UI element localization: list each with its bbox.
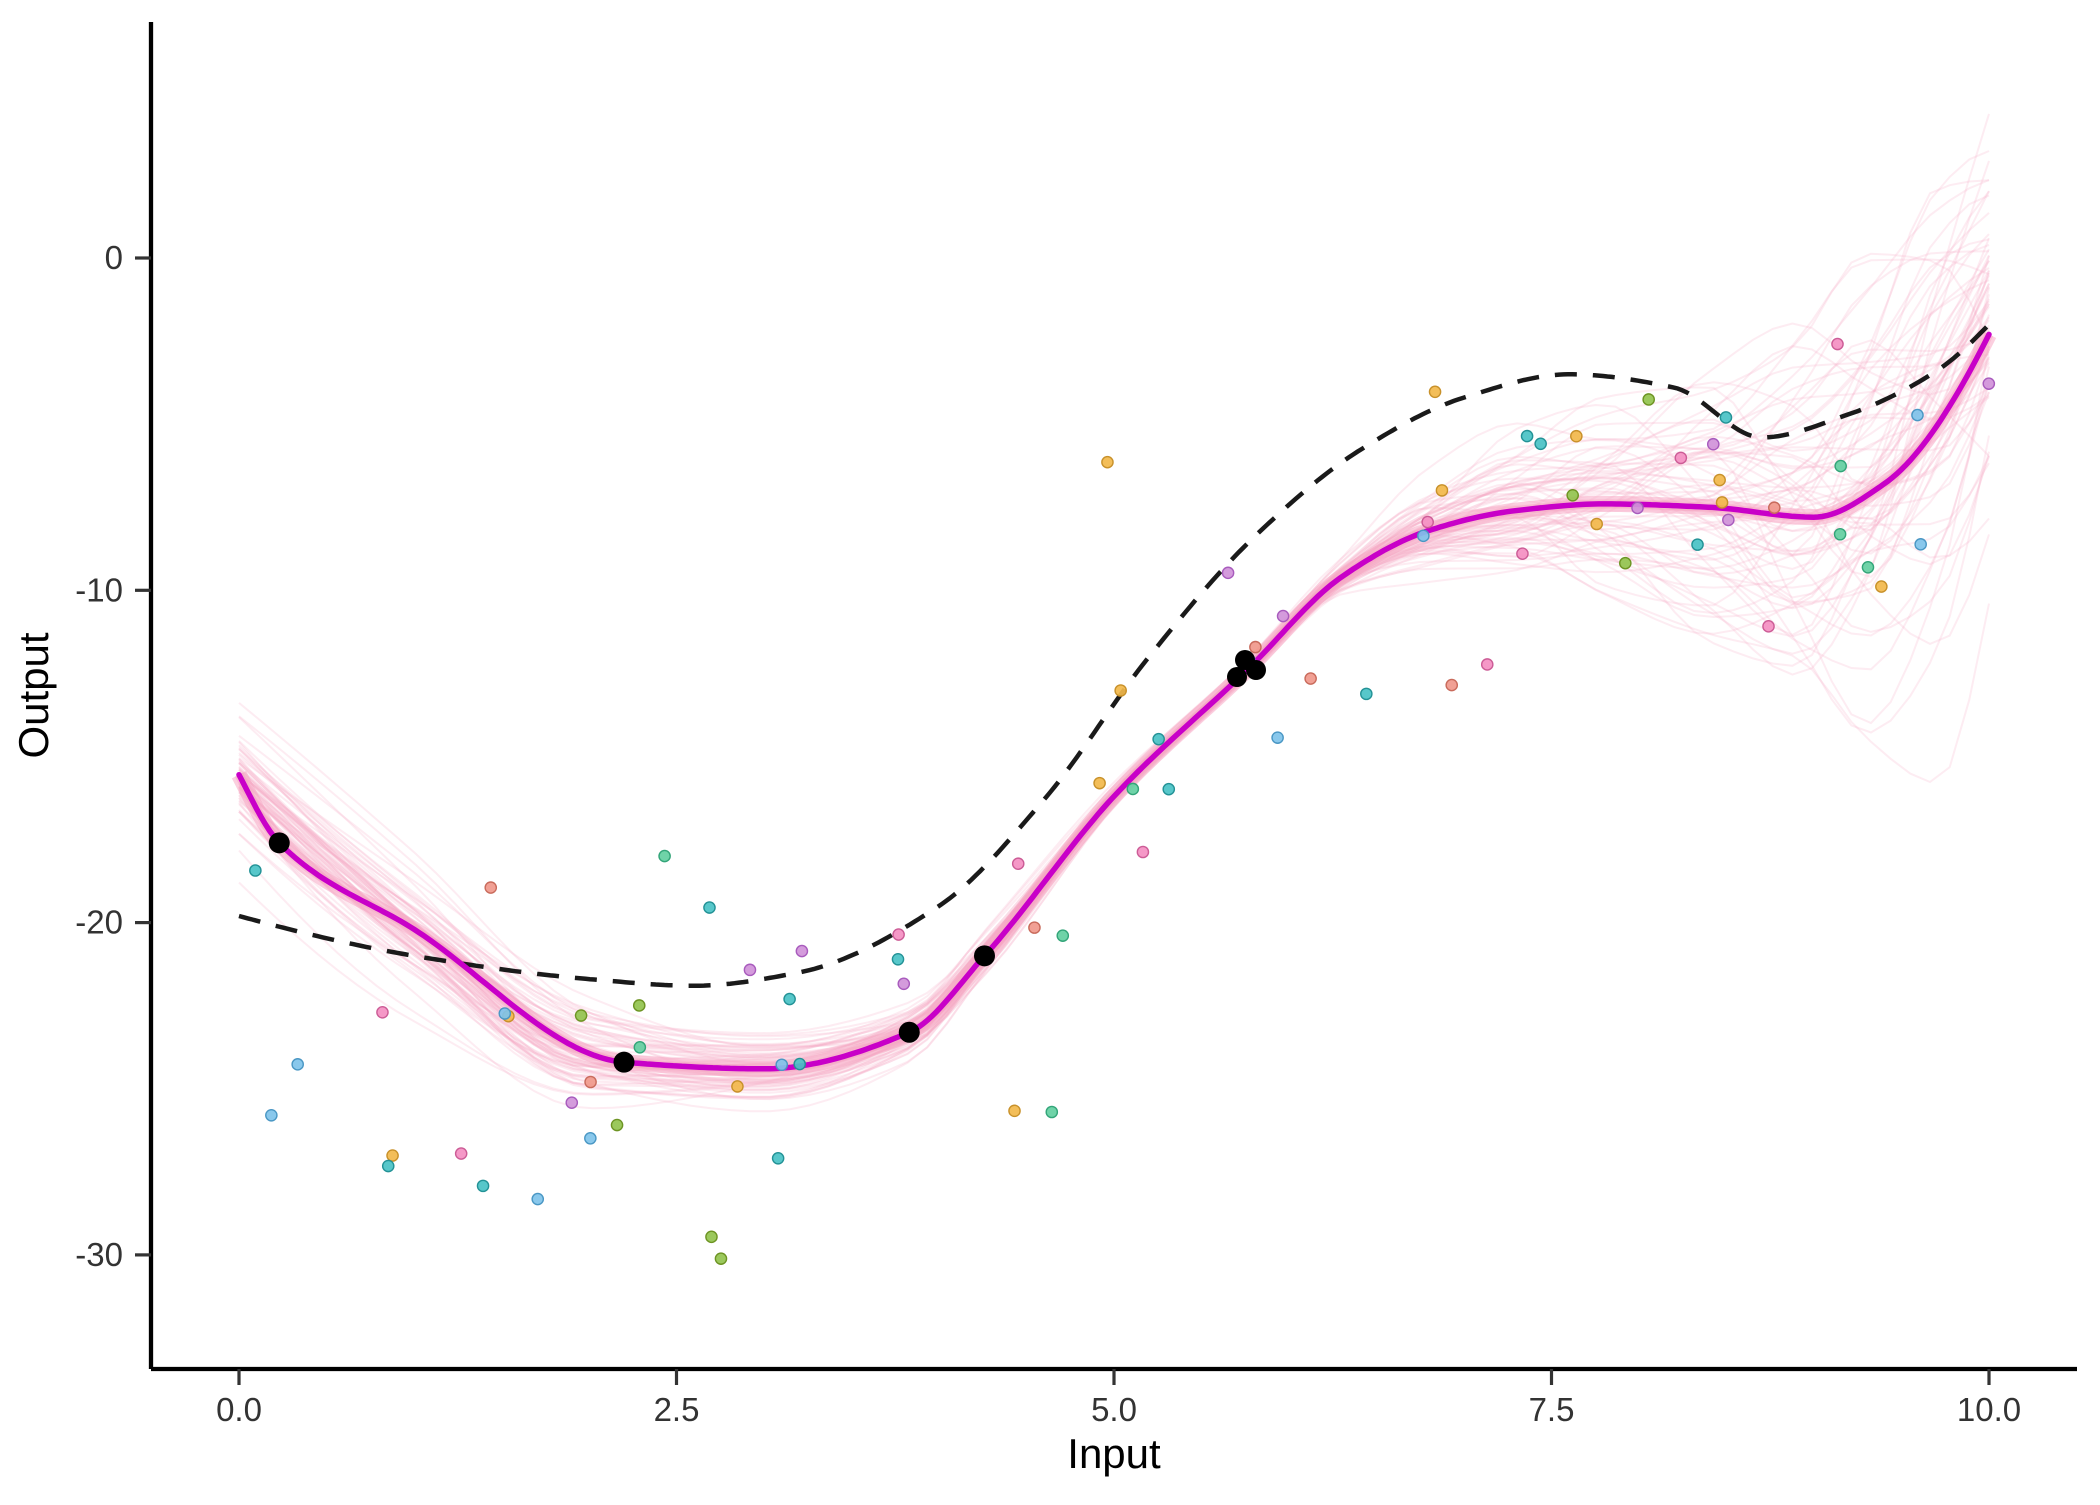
svg-text:-20: -20 [75,904,123,941]
svg-text:0: 0 [105,239,123,276]
svg-text:Output: Output [10,632,57,758]
svg-text:-30: -30 [75,1236,123,1273]
svg-text:Input: Input [1067,1430,1161,1477]
svg-text:0.0: 0.0 [216,1391,262,1428]
svg-text:2.5: 2.5 [654,1391,700,1428]
svg-text:10.0: 10.0 [1957,1391,2021,1428]
svg-text:5.0: 5.0 [1091,1391,1137,1428]
svg-text:7.5: 7.5 [1529,1391,1575,1428]
svg-text:-10: -10 [75,571,123,608]
